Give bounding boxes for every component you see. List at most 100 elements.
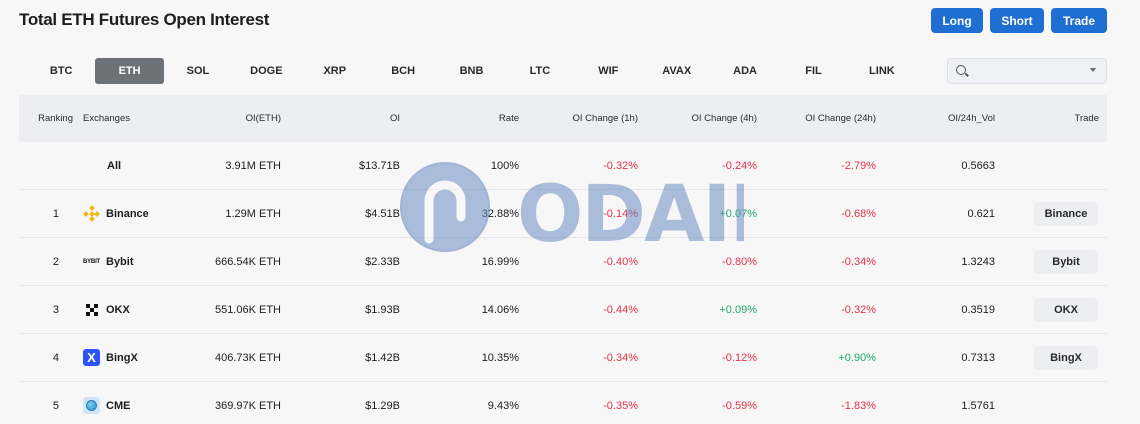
trade-binance-button[interactable]: Binance: [1034, 201, 1098, 226]
oi-value: $13.71B: [359, 159, 400, 172]
oi-vol-value: 0.5663: [961, 159, 995, 172]
rank-value: 2: [52, 255, 59, 268]
short-button[interactable]: Short: [990, 8, 1044, 33]
action-buttons: Long Short Trade: [931, 8, 1107, 33]
oi-change-24h-value: +0.90%: [838, 351, 876, 364]
tab-xrp[interactable]: XRP: [323, 65, 347, 77]
long-button[interactable]: Long: [931, 8, 983, 33]
table-row: 5 CME 369.97K ETH $1.29B 9.43% -0.35% -0.59% -1…: [19, 382, 1107, 424]
tab-ada[interactable]: ADA: [733, 65, 758, 77]
table-row: 1 Binance 1.29M ETH $4.51B 32.88% -0.14% +0.07…: [19, 190, 1107, 238]
rate-value: 9.43%: [487, 399, 519, 412]
rank-value: 3: [52, 303, 59, 316]
header-oi: OI: [389, 113, 400, 124]
oi-change-4h-value: -0.59%: [722, 399, 757, 412]
exchange-name: Bybit: [106, 255, 134, 268]
oi-value: $1.29B: [365, 399, 400, 412]
header-oi-change-24h: OI Change (24h): [805, 113, 876, 124]
trade-bingx-button[interactable]: BingX: [1034, 345, 1098, 370]
exchange-cell[interactable]: CME: [83, 382, 233, 424]
oi-eth-value: 406.73K ETH: [214, 351, 281, 364]
tab-fil[interactable]: FIL: [805, 65, 822, 77]
bingx-logo-icon: X: [83, 349, 100, 366]
exchange-cell[interactable]: OKX: [83, 286, 233, 333]
tab-doge[interactable]: DOGE: [250, 65, 283, 77]
rank-value: 5: [52, 399, 59, 412]
table-row: 2 BYBIT Bybit 666.54K ETH $2.33B 16.99% -0.40%…: [19, 238, 1107, 286]
header-oi-24h-vol: OI/24h_Vol: [947, 113, 995, 124]
trade-button[interactable]: Trade: [1051, 8, 1107, 33]
header-ranking: Ranking: [38, 113, 73, 124]
table-header: Ranking Exchanges OI(ETH) OI Rate OI Cha…: [19, 95, 1107, 142]
coin-search-select[interactable]: [947, 58, 1107, 84]
exchange-cell[interactable]: X BingX: [83, 334, 233, 381]
oi-vol-value: 0.3519: [961, 303, 995, 316]
header-oi-change-1h: OI Change (1h): [572, 113, 638, 124]
oi-change-24h-value: -0.32%: [841, 303, 876, 316]
tab-sol[interactable]: SOL: [186, 65, 210, 77]
tab-btc[interactable]: BTC: [49, 65, 73, 77]
rate-value: 100%: [490, 159, 519, 172]
oi-change-1h-value: -0.44%: [603, 303, 638, 316]
oi-value: $2.33B: [365, 255, 400, 268]
chevron-down-icon[interactable]: [1090, 68, 1096, 72]
oi-change-4h-value: -0.80%: [722, 255, 757, 268]
header-rate: Rate: [498, 113, 519, 124]
header-trade: Trade: [1074, 113, 1099, 124]
exchange-name: OKX: [106, 303, 130, 316]
oi-change-4h-value: +0.09%: [719, 303, 757, 316]
binance-logo-icon: [83, 205, 100, 222]
tab-eth[interactable]: ETH: [95, 58, 164, 84]
oi-value: $1.42B: [365, 351, 400, 364]
table-row: 3 OKX 551.06K ETH $1.93B 14.06% -0.44% +0.09% -…: [19, 286, 1107, 334]
oi-change-24h-value: -2.79%: [841, 159, 876, 172]
exchange-name: Binance: [106, 207, 149, 220]
oi-eth-value: 666.54K ETH: [214, 255, 281, 268]
rate-value: 32.88%: [481, 207, 519, 220]
trade-bybit-button[interactable]: Bybit: [1034, 249, 1098, 274]
oi-vol-value: 1.3243: [961, 255, 995, 268]
header-oi-change-4h: OI Change (4h): [691, 113, 757, 124]
trade-okx-button[interactable]: OKX: [1034, 297, 1098, 322]
bybit-logo-icon: BYBIT: [83, 258, 101, 265]
exchange-name: CME: [106, 399, 131, 412]
exchange-name: BingX: [106, 351, 138, 364]
tab-avax[interactable]: AVAX: [662, 65, 692, 77]
tab-bch[interactable]: BCH: [391, 65, 416, 77]
rate-value: 10.35%: [481, 351, 519, 364]
oi-change-24h-value: -0.68%: [841, 207, 876, 220]
oi-vol-value: 1.5761: [961, 399, 995, 412]
oi-value: $1.93B: [365, 303, 400, 316]
page-title: Total ETH Futures Open Interest: [19, 10, 270, 29]
oi-eth-value: 551.06K ETH: [214, 303, 281, 316]
oi-change-1h-value: -0.35%: [603, 399, 638, 412]
header-oi-eth: OI(ETH): [245, 113, 281, 124]
oi-change-1h-value: -0.32%: [603, 159, 638, 172]
oi-vol-value: 0.621: [967, 207, 995, 220]
header-exchanges: Exchanges: [83, 113, 131, 124]
tab-wif[interactable]: WIF: [598, 65, 619, 77]
all-label: All: [107, 159, 122, 172]
oi-eth-value: 3.91M ETH: [225, 159, 281, 172]
oi-change-1h-value: -0.14%: [603, 207, 638, 220]
tab-ltc[interactable]: LTC: [529, 65, 551, 77]
oi-value: $4.51B: [365, 207, 400, 220]
cme-logo-icon: [83, 397, 100, 414]
search-icon: [956, 65, 966, 75]
oi-eth-value: 1.29M ETH: [225, 207, 281, 220]
oi-eth-value: 369.97K ETH: [214, 399, 281, 412]
oi-change-1h-value: -0.40%: [603, 255, 638, 268]
open-interest-table: Ranking Exchanges OI(ETH) OI Rate OI Cha…: [19, 95, 1107, 424]
rank-value: 4: [52, 351, 59, 364]
okx-logo-icon: [83, 301, 100, 318]
exchange-cell[interactable]: BYBIT Bybit: [83, 238, 233, 285]
search-input[interactable]: [972, 62, 1082, 80]
oi-change-24h-value: -1.83%: [841, 399, 876, 412]
oi-change-24h-value: -0.34%: [841, 255, 876, 268]
rate-value: 14.06%: [481, 303, 519, 316]
oi-change-1h-value: -0.34%: [603, 351, 638, 364]
tab-bnb[interactable]: BNB: [459, 65, 484, 77]
exchange-cell[interactable]: Binance: [83, 190, 233, 237]
rank-value: 1: [52, 207, 59, 220]
tab-link[interactable]: LINK: [869, 65, 895, 77]
